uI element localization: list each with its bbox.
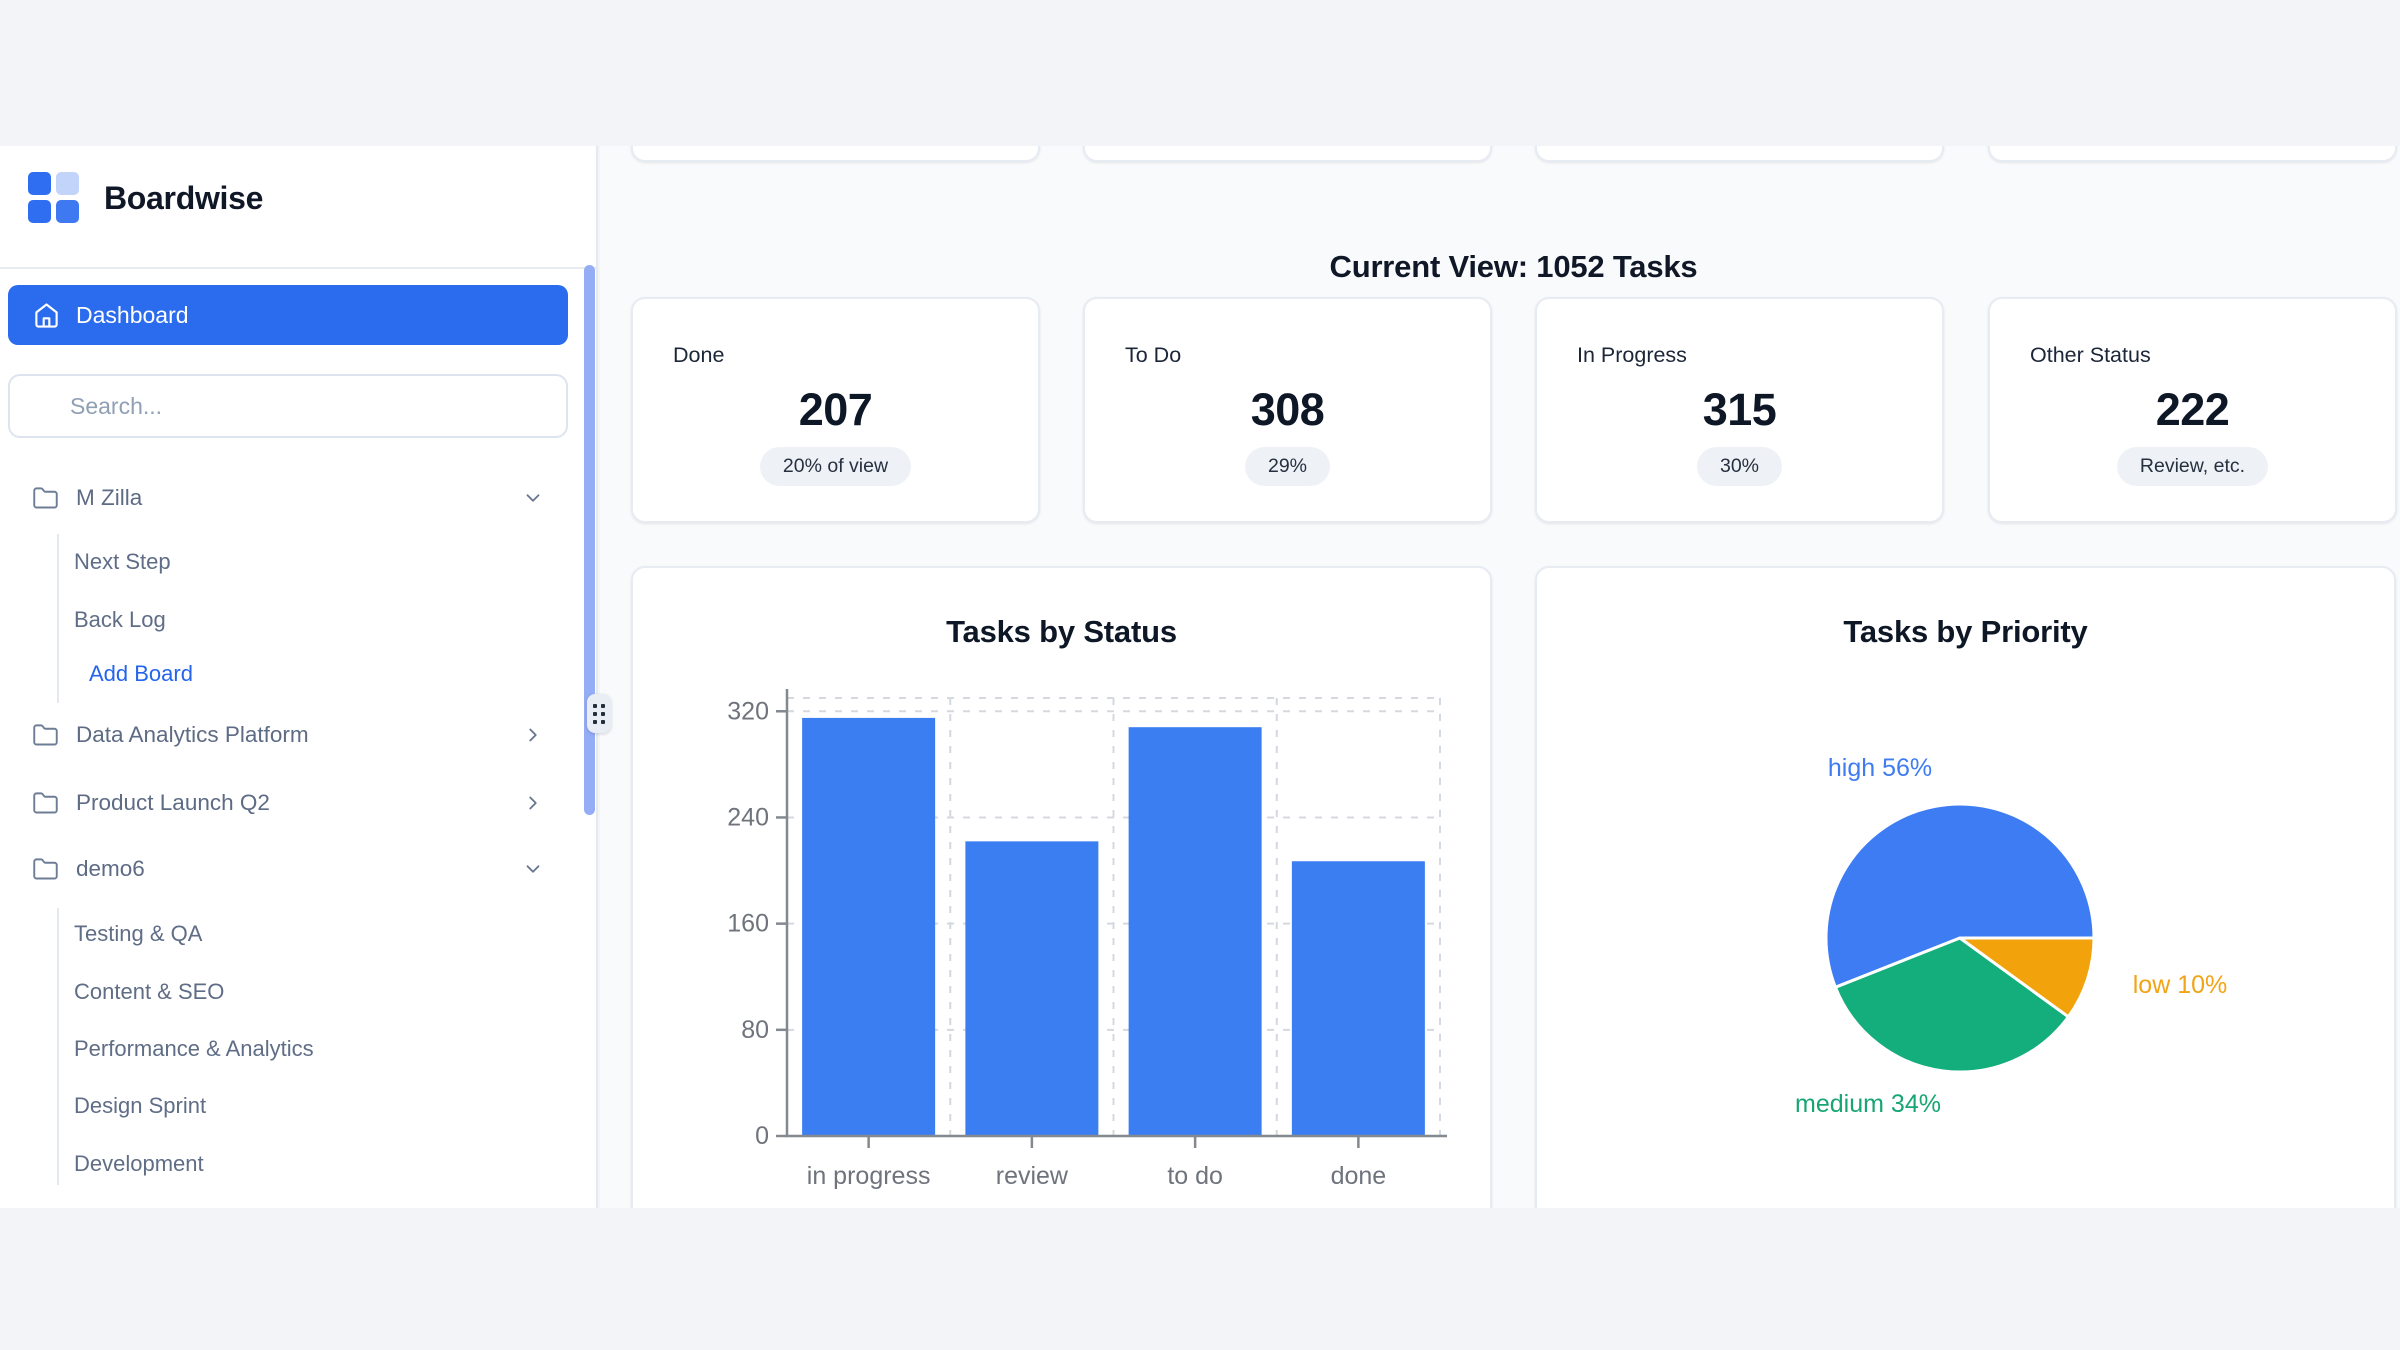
card-partial [1988,146,2397,162]
sidebar-board-item[interactable]: Next Step [74,549,171,574]
sidebar-board-item[interactable]: Testing & QA [74,921,203,946]
chart-title: Tasks by Priority [1843,614,2088,649]
sidebar-folder-m-zilla[interactable]: M Zilla [0,470,596,526]
svg-text:to do: to do [1167,1162,1223,1190]
tasks-by-priority-pie-chart: high 56% medium 34% low 10% [1795,754,2228,1118]
tasks-by-status-bar-chart: 0 80 160 240 320 in progress review to do done [727,689,1447,1190]
chevron-down-icon [526,494,540,502]
folder-label: demo6 [76,856,145,881]
stat-value: 308 [1250,384,1325,435]
dashboard-label: Dashboard [76,301,189,328]
stat-value: 315 [1702,384,1777,435]
sidebar-board-item[interactable]: Performance & Analytics [74,1036,314,1061]
stat-label: Other Status [2030,343,2151,367]
svg-text:160: 160 [727,910,769,938]
stat-badge: Review, etc. [2116,447,2269,486]
svg-text:in progress: in progress [807,1162,931,1190]
folder-icon [33,791,58,813]
sidebar: Boardwise Dashboard M Zilla Next Step Ba… [0,146,598,1208]
logo-square [56,200,79,223]
subtree-indent-line [57,908,59,1185]
stat-card-todo: To Do 308 29% [1083,297,1492,523]
svg-text:240: 240 [727,803,769,831]
sidebar-board-item[interactable]: Back Log [74,607,166,632]
folder-label: Product Launch Q2 [76,790,270,815]
logo-square [28,200,51,223]
stat-card-in-progress: In Progress 315 30% [1535,297,1944,523]
app-title: Boardwise [104,179,264,216]
svg-text:320: 320 [727,697,769,725]
svg-text:0: 0 [755,1122,769,1150]
view-heading: Current View: 1052 Tasks [1329,248,1698,284]
chevron-right-icon [529,796,537,810]
folder-icon [33,857,58,879]
add-board-link[interactable]: Add Board [89,661,193,686]
card-partial [631,146,1040,162]
logo-square [56,172,79,195]
stat-card-done: Done 207 20% of view [631,297,1040,523]
sidebar-folder-data-analytics-platform[interactable]: Data Analytics Platform [0,707,596,763]
pie-chart-card: high 56% medium 34% low 10% Tasks by Prior… [1535,566,2396,1208]
sidebar-board-item[interactable]: Design Sprint [74,1093,207,1118]
sidebar-folder-demo6[interactable]: demo6 [0,841,596,897]
folder-label: Data Analytics Platform [76,722,309,747]
logo-square [28,172,51,195]
grip-dots-icon [593,703,605,724]
search-input[interactable] [8,374,568,438]
folder-label: M Zilla [76,485,143,510]
card-partial [1535,146,1944,162]
app-logo [28,172,80,224]
stat-value: 207 [798,384,873,435]
sidebar-board-item[interactable]: Development [74,1151,204,1176]
stat-label: To Do [1125,343,1182,367]
svg-text:medium 34%: medium 34% [1795,1090,1941,1118]
folder-icon [33,486,58,508]
stat-badge: 30% [1696,447,1783,486]
sidebar-board-item[interactable]: Content & SEO [74,979,225,1004]
bar-chart-card: 0 80 160 240 320 in progress review to do done T… [631,566,1492,1208]
sidebar-resize-handle[interactable] [587,694,611,733]
card-partial [1083,146,1492,162]
stat-card-other-status: Other Status 222 Review, etc. [1988,297,2397,523]
svg-text:low 10%: low 10% [2133,971,2228,999]
sidebar-divider [0,267,596,269]
svg-text:done: done [1331,1162,1387,1190]
stat-label: Done [673,343,725,367]
chart-title: Tasks by Status [946,614,1177,649]
svg-text:high 56%: high 56% [1828,754,1932,782]
stat-badge: 20% of view [759,447,912,486]
folder-icon [33,723,58,745]
sidebar-item-dashboard[interactable]: Dashboard [8,285,568,345]
app-content: Boardwise Dashboard M Zilla Next Step Ba… [0,146,2400,1208]
svg-text:review: review [996,1162,1069,1190]
svg-text:80: 80 [741,1016,769,1044]
chevron-down-icon [526,865,540,873]
chevron-right-icon [529,728,537,742]
stat-badge: 29% [1244,447,1331,486]
home-icon [35,302,58,328]
sidebar-folder-product-launch-q2[interactable]: Product Launch Q2 [0,775,596,831]
stat-label: In Progress [1577,343,1687,367]
sidebar-scrollbar-thumb[interactable] [584,265,595,815]
stat-value: 222 [2155,384,2230,435]
subtree-indent-line [57,534,59,703]
main-content: Current View: 1052 Tasks Done 207 20% of… [600,146,2400,1208]
